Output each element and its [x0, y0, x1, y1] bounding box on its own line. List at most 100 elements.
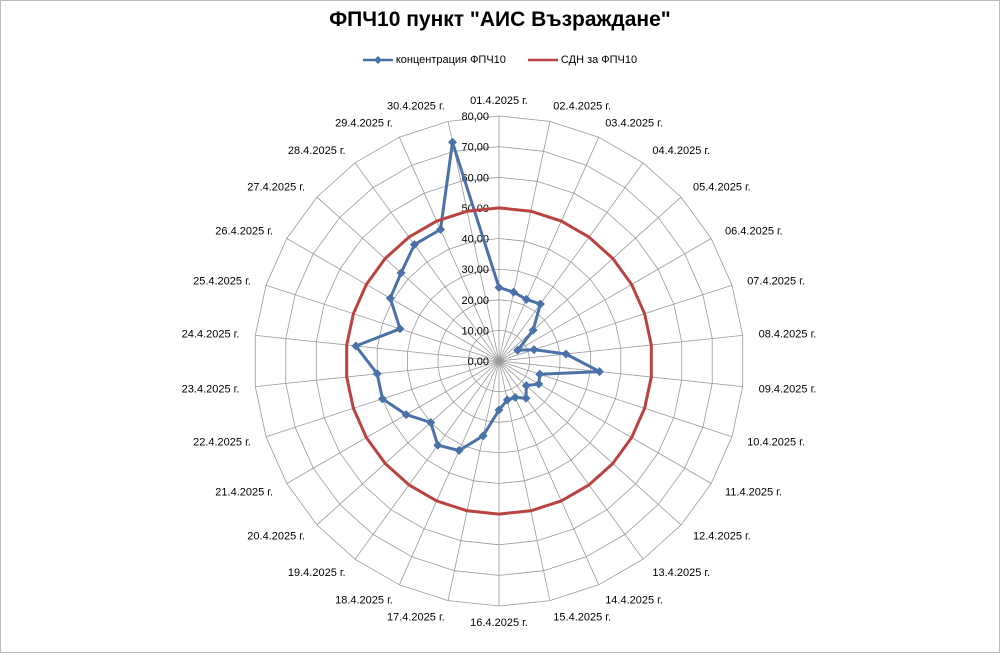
concentration-point [561, 349, 571, 359]
grid-spoke [354, 360, 500, 560]
grid-spoke [498, 360, 644, 560]
concentration-point [448, 137, 457, 147]
concentration-point [401, 410, 411, 420]
category-label: 17.4.2025 г. [387, 611, 445, 623]
grid-spoke [316, 360, 500, 526]
concentration-point [378, 394, 387, 404]
concentration-point [433, 440, 443, 450]
grid-spoke [498, 121, 551, 362]
legend-label-limit: СДН за ФПЧ10 [560, 54, 638, 66]
concentration-point [509, 287, 519, 297]
radial-tick-label: 30,00 [461, 264, 489, 276]
concentration-point [521, 393, 531, 403]
grid-spoke [498, 137, 600, 362]
concentration-point [385, 293, 395, 303]
concentration-point [494, 283, 504, 292]
category-label: 07.4.2025 г. [747, 275, 805, 287]
grid-spoke [498, 360, 712, 484]
concentration-point [534, 379, 544, 389]
grid-spoke [498, 238, 712, 362]
concentration-point [409, 240, 419, 250]
grid-spoke [354, 162, 500, 362]
grid-spoke [265, 284, 500, 362]
legend-swatch-concentration [362, 56, 393, 64]
category-label: 26.4.2025 г. [215, 226, 273, 238]
grid-spoke [498, 360, 743, 387]
category-label: 08.4.2025 г. [759, 329, 817, 341]
concentration-point [595, 367, 604, 377]
concentration-point [529, 345, 539, 355]
category-label: 30.4.2025 г. [387, 101, 445, 113]
concentration-point [521, 381, 531, 391]
grid-spoke [498, 162, 644, 362]
concentration-point [494, 405, 504, 415]
grid-spoke [447, 360, 500, 601]
grid-spoke [498, 284, 733, 362]
category-label: 24.4.2025 г. [182, 329, 240, 341]
category-label: 18.4.2025 г. [335, 594, 393, 606]
category-label: 05.4.2025 г. [693, 181, 751, 193]
category-label: 28.4.2025 г. [288, 145, 346, 157]
grid-spoke [498, 360, 733, 438]
concentration-point [535, 299, 545, 309]
radial-tick-label: 60,00 [461, 172, 489, 184]
category-label: 15.4.2025 г. [553, 611, 611, 623]
grid-spoke [498, 196, 682, 362]
grid-spoke [447, 121, 500, 362]
category-label: 09.4.2025 г. [759, 383, 817, 395]
radial-tick-label: 10,00 [461, 325, 489, 337]
concentration-point [454, 446, 464, 455]
category-label: 03.4.2025 г. [605, 118, 663, 130]
concentration-point [372, 369, 382, 379]
concentration-point [528, 325, 538, 335]
grid-spoke [498, 360, 682, 526]
concentration-point [502, 395, 512, 405]
legend-item-concentration: концентрация ФПЧ10 [362, 53, 506, 67]
radial-tick-label: 20,00 [461, 295, 489, 307]
concentration-point [395, 324, 405, 334]
legend-item-limit: СДН за ФПЧ10 [527, 53, 638, 67]
legend-label-concentration: концентрация ФПЧ10 [395, 54, 506, 66]
category-label: 01.4.2025 г. [470, 95, 528, 107]
category-label: 22.4.2025 г. [193, 437, 251, 449]
category-label: 27.4.2025 г. [247, 181, 305, 193]
category-label: 23.4.2025 г. [182, 383, 240, 395]
category-label: 25.4.2025 г. [193, 275, 251, 287]
category-label: 13.4.2025 г. [652, 567, 710, 579]
concentration-point [478, 431, 488, 441]
category-label: 19.4.2025 г. [288, 567, 346, 579]
grid-spoke [398, 137, 500, 362]
category-label: 02.4.2025 г. [553, 101, 611, 113]
category-label: 16.4.2025 г. [470, 617, 528, 629]
concentration-point [521, 294, 531, 304]
concentration-point [513, 345, 523, 355]
chart-title: ФПЧ10 пункт "АИС Възраждане" [329, 8, 671, 31]
concentration-point [510, 392, 520, 402]
grid-spoke [316, 196, 500, 362]
legend-swatch-limit [527, 58, 558, 62]
radial-tick-label: 80,00 [461, 111, 489, 123]
category-label: 11.4.2025 г. [725, 487, 782, 499]
grid-spoke [255, 335, 500, 362]
concentration-point [426, 418, 436, 427]
limit-series-line [345, 206, 653, 516]
category-label: 04.4.2025 г. [652, 145, 710, 157]
concentration-point [396, 268, 406, 278]
category-label: 14.4.2025 г. [605, 594, 663, 606]
concentration-point [535, 369, 545, 379]
legend: концентрация ФПЧ10 СДН за ФПЧ10 [0, 51, 1000, 69]
category-label: 10.4.2025 г. [747, 437, 805, 449]
grid-spoke [398, 360, 500, 585]
category-label: 12.4.2025 г. [693, 531, 751, 543]
grid-spoke [498, 335, 743, 362]
category-label: 06.4.2025 г. [725, 226, 783, 238]
radial-tick-label: 70,00 [461, 142, 489, 154]
grid-spoke [286, 360, 500, 484]
category-label: 29.4.2025 г. [335, 118, 393, 130]
concentration-point [436, 225, 445, 234]
category-label: 21.4.2025 г. [215, 487, 273, 499]
concentration-point [351, 341, 361, 351]
category-label: 20.4.2025 г. [247, 531, 305, 543]
radial-tick-label: 0,00 [468, 356, 489, 368]
